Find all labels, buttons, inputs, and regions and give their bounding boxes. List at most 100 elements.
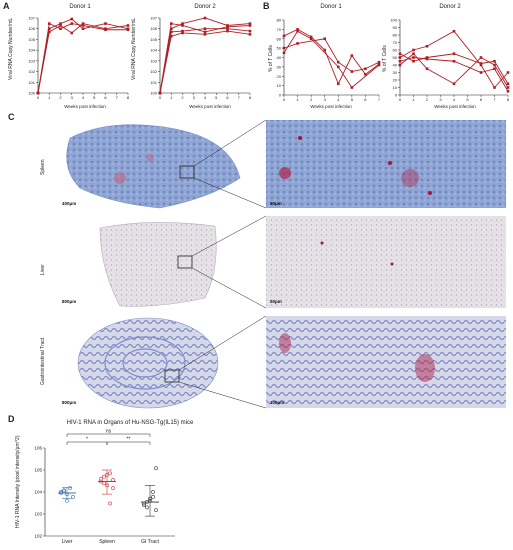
data-point: [151, 494, 155, 499]
data-point: [226, 29, 229, 33]
x-tick-label: 8: [507, 97, 510, 102]
data-point: [493, 63, 496, 67]
y-tick-label: 103: [28, 58, 35, 63]
row-label-gi-tract: Gastrointestinal Tract: [40, 337, 46, 385]
data-point: [151, 490, 155, 494]
data-point: [68, 486, 72, 491]
data-point: [479, 62, 483, 65]
data-point: [452, 59, 456, 63]
data-point: [99, 476, 103, 481]
data-point: [506, 86, 510, 89]
data-point: [248, 29, 252, 33]
data-point: [226, 27, 229, 31]
data-point: [248, 33, 252, 36]
data-point: [102, 481, 106, 486]
data-point: [65, 498, 69, 503]
series-line-1: [159, 23, 251, 94]
data-point: [479, 56, 483, 59]
series-line-2: [159, 28, 251, 94]
category-label: Spleen: [99, 539, 115, 545]
panel-d-label: D: [8, 414, 15, 424]
data-point: [323, 37, 327, 41]
data-point: [104, 27, 107, 31]
y-tick-label: 80: [393, 33, 398, 38]
data-point: [282, 51, 286, 55]
y-tick-label: 30: [393, 70, 398, 75]
data-point: [493, 67, 496, 71]
y-tick-label: 0: [395, 93, 398, 98]
data-point: [36, 91, 40, 95]
x-tick-label: 4: [337, 97, 340, 102]
scale-spleen-zoom: 60μm: [270, 201, 282, 206]
x-tick-label: 6: [364, 97, 367, 102]
data-point: [169, 30, 173, 34]
scale-gi-zoom: 100μm: [270, 400, 285, 405]
liver-row: [99, 215, 506, 309]
x-tick-label: 6: [104, 95, 107, 100]
data-point: [145, 505, 149, 510]
data-point: [108, 471, 112, 476]
x-tick-label: 0: [283, 97, 286, 102]
data-point: [169, 22, 173, 25]
x-tick-label: 1: [412, 97, 415, 102]
spleen-zoom-image: [266, 120, 506, 208]
data-point: [47, 22, 51, 25]
x-tick-label: 3: [71, 95, 74, 100]
y-tick-label: 106: [28, 26, 35, 31]
data-point: [296, 42, 299, 45]
gi-tissue-overview: [77, 317, 219, 409]
panel-a-xlabel-1: Weeks post infection: [64, 104, 106, 109]
panel-a-donor2-title: Donor 2: [194, 4, 216, 10]
data-point: [479, 71, 483, 74]
data-point: [59, 24, 62, 27]
data-point: [226, 25, 229, 29]
y-tick-label: 104: [150, 48, 157, 53]
y-tick-label: 20: [393, 78, 398, 83]
data-point: [350, 70, 354, 73]
data-point: [154, 466, 158, 471]
data-point: [323, 48, 327, 52]
data-point: [102, 474, 106, 479]
data-point: [506, 71, 510, 74]
series-line-1: [283, 30, 380, 89]
data-point: [412, 52, 415, 56]
scale-liver-overview: 800μm: [62, 299, 77, 304]
panel-b-xlabel-1: Weeks post infection: [310, 104, 352, 109]
y-tick-label: 105: [28, 37, 35, 42]
series-line-0: [399, 30, 509, 89]
y-tick-label: 100: [150, 91, 157, 96]
data-point: [493, 86, 496, 89]
data-point: [111, 486, 115, 491]
y-tick-label: 100: [390, 18, 397, 23]
series-line-0: [159, 17, 251, 94]
data-point: [169, 34, 173, 38]
data-point: [377, 63, 381, 67]
y-tick-label: 105: [150, 37, 157, 42]
x-tick-label: 7: [378, 97, 381, 102]
scale-liver-zoom: 50μm: [270, 299, 282, 304]
y-tick-label: 103: [150, 58, 157, 63]
data-point: [47, 27, 51, 31]
spleen-zoom-box: [179, 165, 195, 179]
data-point: [169, 27, 173, 31]
data-point: [70, 17, 74, 21]
panel-a-label: A: [3, 1, 10, 11]
data-point: [59, 27, 62, 31]
panel-a-xlabel-2: Weeks post infection: [189, 104, 231, 109]
x-tick-label: 2: [426, 97, 429, 102]
data-point: [350, 54, 354, 57]
y-tick-label: 60: [393, 48, 398, 53]
category-label: GI Tract: [141, 539, 159, 545]
gi-row: [77, 315, 506, 409]
x-tick-label: 0: [399, 97, 402, 102]
x-tick-label: 1: [170, 95, 173, 100]
data-point: [309, 35, 313, 39]
data-point: [181, 22, 184, 25]
y-tick-label: 70: [393, 40, 398, 45]
y-tick-label: 104: [34, 490, 42, 495]
spleen-row: [52, 119, 506, 209]
x-tick-label: 0: [37, 95, 40, 100]
x-tick-label: 3: [439, 97, 442, 102]
y-tick-label: 80: [277, 18, 282, 23]
